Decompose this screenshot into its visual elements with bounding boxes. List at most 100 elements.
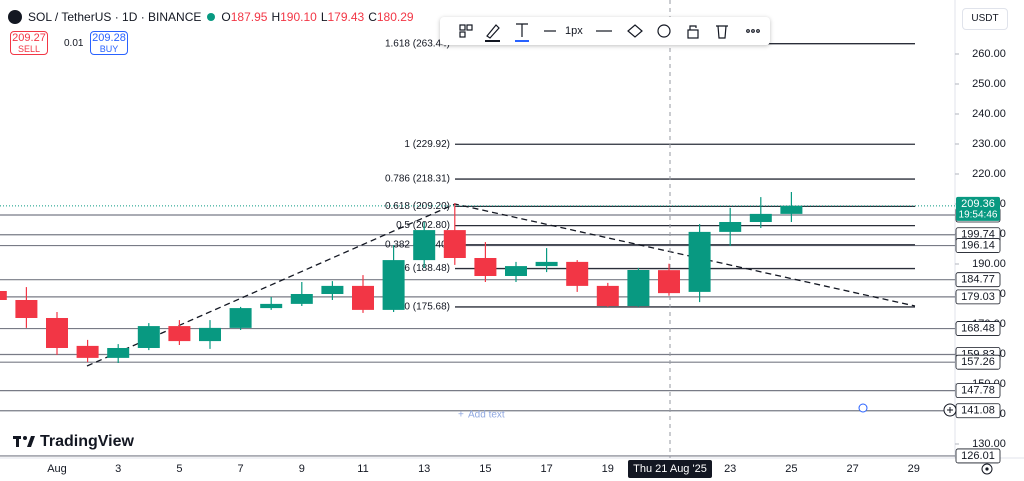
spread: 0.01	[64, 38, 84, 49]
tool-text[interactable]	[516, 23, 528, 37]
candle-body	[352, 285, 374, 310]
candle-body	[321, 285, 344, 294]
y-tick-label: 190.00	[972, 258, 1006, 270]
tool-alert[interactable]	[657, 24, 671, 38]
candle-body	[780, 205, 803, 214]
x-tick-label: 9	[299, 463, 305, 475]
price-label-box	[955, 238, 1001, 253]
buy-button[interactable]: 209.28 BUY	[90, 31, 128, 55]
x-tick-label: 25	[785, 463, 797, 475]
candle-body	[443, 230, 466, 258]
symbol-header: SOL / TetherUS · 1D · BINANCE O187.95 H19…	[8, 10, 418, 24]
sell-button[interactable]: 209.27 SELL	[10, 31, 48, 55]
price-label: 196.14	[961, 239, 995, 251]
crosshair-label-box	[628, 460, 712, 478]
add-line-button[interactable]	[943, 403, 957, 417]
x-tick-label: Aug	[47, 463, 67, 475]
ohlc-key: O	[221, 10, 231, 24]
tool-pencil[interactable]	[486, 24, 500, 39]
tool-visibility[interactable]	[627, 24, 643, 38]
x-tick-label: 15	[479, 463, 491, 475]
add-text[interactable]: Add text	[468, 410, 505, 421]
fib-label: 1 (229.92)	[404, 139, 450, 150]
candle-body	[627, 269, 650, 306]
price-label: 199.74	[961, 229, 995, 241]
y-tick-label: 260.00	[972, 48, 1006, 60]
currency-button[interactable]: USDT	[962, 8, 1008, 30]
sell-label: SELL	[17, 44, 41, 54]
candle-body	[505, 266, 527, 276]
y-tick-label: 250.00	[972, 78, 1006, 90]
buy-label: BUY	[99, 44, 119, 54]
candle-body	[76, 345, 99, 358]
candle-body	[474, 257, 497, 276]
candle-body	[290, 293, 313, 304]
symbol-title[interactable]: SOL / TetherUS · 1D · BINANCE	[28, 10, 202, 24]
tool-lock[interactable]	[687, 29, 699, 39]
x-tick-label: 13	[418, 463, 430, 475]
price-label: 126.01	[961, 450, 995, 462]
fib-label: 0.618 (209.20)	[385, 201, 450, 212]
candle-body	[719, 221, 742, 232]
candle-body	[199, 327, 221, 342]
y-tick-label: 220.00	[972, 168, 1006, 180]
countdown: 19:54:46	[959, 210, 998, 221]
brand-name: TradingView	[40, 433, 135, 450]
x-tick-label: 7	[238, 463, 244, 475]
candle-body	[658, 270, 680, 294]
price-label-box	[955, 448, 1001, 464]
price-label-box	[955, 321, 1001, 336]
candle-body	[137, 326, 160, 348]
price-label-box	[955, 354, 1001, 370]
ohlc-key: L	[320, 10, 328, 24]
ohlc-legend: O187.95 H190.10 L179.43 C180.29	[221, 10, 417, 24]
x-tick-label: 23	[724, 463, 736, 475]
toolbar-icons: 1px	[459, 23, 760, 42]
fib-label: 1.618 (263.44)	[385, 38, 450, 49]
sell-price: 209.27	[12, 32, 46, 44]
x-tick-label: 27	[846, 463, 858, 475]
tool-icon[interactable]	[459, 24, 466, 31]
price-label: 141.08	[961, 405, 995, 417]
candle-body	[107, 347, 130, 358]
x-tick-label: 29	[908, 463, 920, 475]
candle-body	[168, 326, 191, 342]
candle-body	[229, 308, 252, 328]
settings-icon[interactable]	[981, 463, 993, 475]
buy-price: 209.28	[92, 32, 126, 44]
candle-body	[15, 299, 38, 318]
price-label-box	[955, 289, 1001, 305]
line-width[interactable]: 1px	[565, 25, 583, 37]
crosshair-label: Thu 21 Aug '25	[633, 463, 707, 475]
trend-drawing[interactable]	[86, 203, 916, 367]
x-tick-label: 17	[540, 463, 552, 475]
symbol-icon	[8, 10, 22, 24]
fib-label: 0.236 (188.48)	[385, 263, 450, 274]
candle-body	[0, 290, 7, 300]
price-label-box	[955, 272, 1001, 288]
add-text-plus: +	[458, 410, 464, 421]
market-status	[207, 13, 216, 21]
price-label: 184.77	[961, 274, 995, 286]
x-tick-label: 11	[357, 463, 368, 475]
ohlc-key: H	[271, 10, 281, 24]
last-price-label: 209.36	[961, 198, 995, 210]
y-tick-label: 230.00	[972, 138, 1006, 150]
candle-body	[535, 261, 558, 267]
fib-label: 0.786 (218.31)	[385, 174, 450, 185]
fib-label: 0.5 (202.80)	[396, 220, 450, 231]
brand-logo	[13, 436, 35, 447]
ohlc-value: 179.43	[327, 10, 365, 24]
price-label: 147.78	[961, 385, 995, 397]
tool-delete[interactable]	[716, 25, 728, 39]
x-tick-label: 19	[602, 463, 614, 475]
candle-body	[566, 261, 589, 286]
ohlc-value: 180.29	[376, 10, 414, 24]
price-label: 179.03	[961, 291, 995, 303]
candle-body	[46, 317, 68, 348]
drawing-toolbar: 1px	[440, 17, 770, 45]
fib-label: 0 (175.68)	[404, 302, 450, 313]
line-handle[interactable]	[858, 403, 868, 413]
